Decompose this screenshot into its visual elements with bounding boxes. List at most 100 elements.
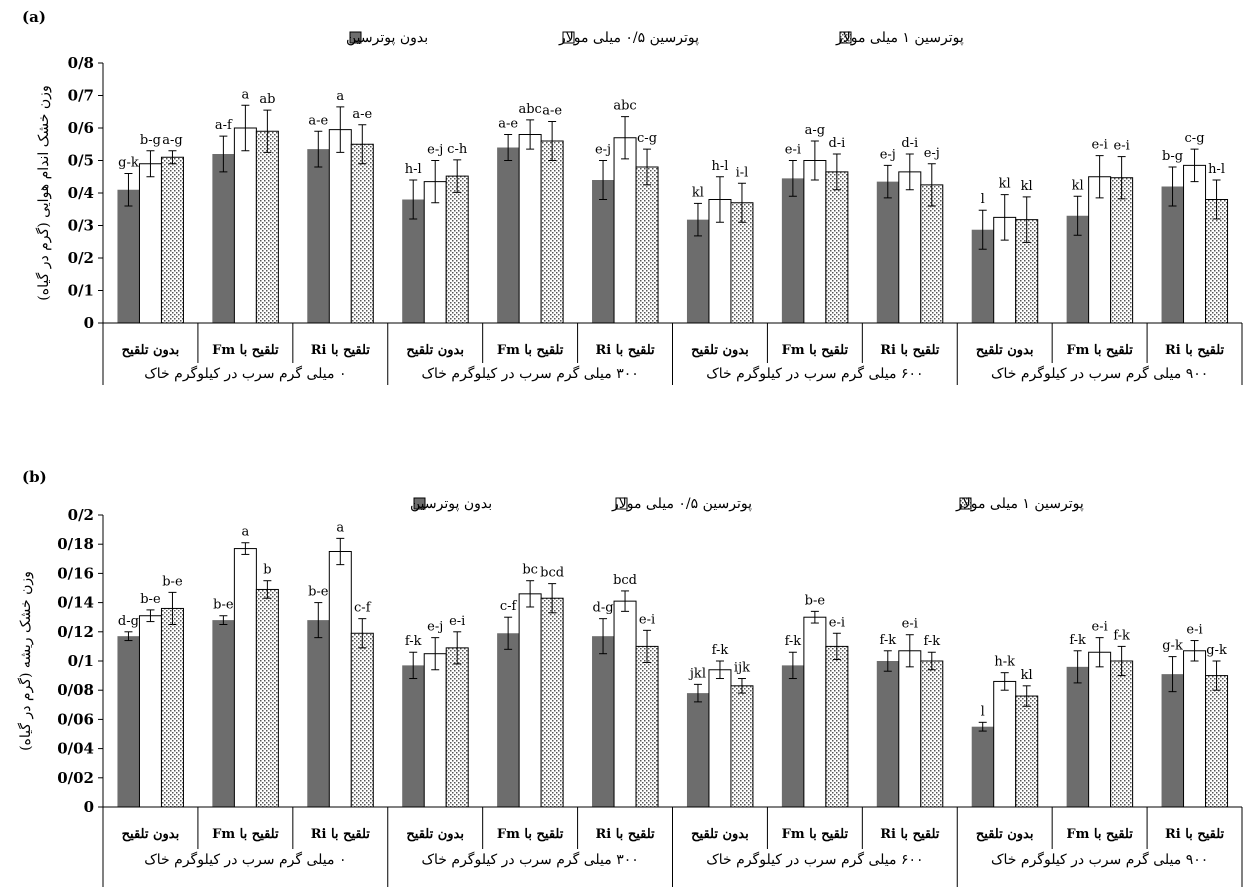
data-label: a-g <box>805 123 825 138</box>
data-label: g-k <box>118 156 139 171</box>
lead-group-label: ۳۰۰ میلی گرم سرب در کیلوگرم خاک <box>422 851 639 868</box>
legend-label: بدون پوترسین <box>410 496 492 512</box>
bar <box>592 180 615 323</box>
data-label: d-g <box>593 601 614 616</box>
data-label: f-k <box>405 634 422 649</box>
data-label: e-i <box>785 143 801 158</box>
x-tick-label: بدون تلقیح <box>976 827 1034 842</box>
bar <box>117 636 140 807</box>
lead-group-label: ۶۰۰ میلی گرم سرب در کیلوگرم خاک <box>706 851 923 868</box>
data-label: e-j <box>595 143 611 158</box>
data-label: b-g <box>140 133 161 148</box>
y-tick-label: 0/16 <box>57 564 94 582</box>
x-tick-label: تلقیح با Ri <box>595 343 655 358</box>
data-label: bcd <box>613 573 637 588</box>
x-tick-label: تلقیح با Fm <box>782 343 849 358</box>
y-tick-label: 0/2 <box>68 506 94 524</box>
x-tick-label: تلقیح با Fm <box>1066 827 1133 842</box>
bar <box>1183 650 1207 808</box>
data-label: bc <box>522 563 538 578</box>
bar <box>971 726 994 807</box>
bar <box>592 636 615 807</box>
x-tick-label: تلقیح با Ri <box>880 827 940 842</box>
data-label: a-e <box>498 117 518 132</box>
legend-swatch <box>562 31 575 44</box>
bar <box>518 134 542 324</box>
lead-group-label: ۰ میلی گرم سرب در کیلوگرم خاک <box>144 365 346 382</box>
data-label: kl <box>1021 668 1033 683</box>
y-axis-label: وزن خشک ریشه (گرم در گیاه) <box>17 571 34 751</box>
x-tick-label: تلقیح با Ri <box>1165 343 1225 358</box>
data-label: e-i <box>1092 620 1108 635</box>
data-label: b-e <box>308 585 329 600</box>
data-label: d-i <box>901 136 918 151</box>
data-label: e-j <box>880 147 896 162</box>
data-label: f-k <box>712 643 729 658</box>
y-tick-label: 0/06 <box>57 710 94 728</box>
bar <box>898 171 922 324</box>
data-label: g-k <box>1206 643 1227 658</box>
bar <box>233 127 257 324</box>
x-tick-label: تلقیح با Ri <box>311 827 371 842</box>
y-tick-label: 0/5 <box>68 152 94 170</box>
data-label: ab <box>259 92 275 107</box>
y-tick-label: 0/7 <box>68 87 94 105</box>
bar <box>445 175 469 324</box>
y-tick-label: 0 <box>84 314 94 332</box>
x-tick-label: تلقیح با Fm <box>497 343 564 358</box>
bar <box>233 548 257 808</box>
panel-b: (b) بدون پوترسین پوترسین ۰/۵ میلی مولار پوت… <box>17 468 1243 887</box>
bar <box>402 665 425 807</box>
data-label: e-i <box>1092 138 1108 153</box>
data-label: a-e <box>352 107 372 122</box>
bar <box>1088 651 1112 808</box>
legend-swatch <box>349 31 362 44</box>
legend-swatch <box>839 31 852 44</box>
bar <box>160 156 184 324</box>
data-label: abc <box>613 99 636 114</box>
bar <box>635 645 659 808</box>
data-label: e-j <box>427 620 443 635</box>
y-tick-label: 0/14 <box>57 594 94 612</box>
legend-swatch <box>615 497 628 510</box>
y-tick-label: 0 <box>84 798 94 816</box>
bar <box>540 597 564 808</box>
bar <box>1183 164 1207 324</box>
y-tick-label: 0/12 <box>57 623 94 641</box>
y-tick-label: 0/2 <box>68 249 94 267</box>
bar <box>350 632 374 808</box>
data-label: abc <box>518 102 541 117</box>
bar <box>1015 695 1039 808</box>
bar <box>497 147 520 323</box>
bar <box>212 620 235 807</box>
y-tick-label: 0/4 <box>68 184 94 202</box>
data-label: f-k <box>1113 628 1130 643</box>
data-label: h-l <box>1208 162 1225 177</box>
bar <box>781 178 804 323</box>
bar <box>635 166 659 324</box>
bar <box>971 229 994 323</box>
bar <box>138 615 162 808</box>
x-tick-label: تلقیح با Ri <box>595 827 655 842</box>
data-label: b-e <box>140 592 161 607</box>
data-label: e-j <box>924 146 940 161</box>
panel-label: (b) <box>22 468 47 486</box>
data-label: kl <box>1021 179 1033 194</box>
bar <box>730 685 754 808</box>
data-label: bcd <box>540 566 564 581</box>
data-label: c-h <box>447 142 468 157</box>
y-tick-label: 0/6 <box>68 119 94 137</box>
data-label: a <box>336 520 344 535</box>
x-tick-label: تلقیح با Ri <box>880 343 940 358</box>
legend-label: پوترسین ۰/۵ میلی مولار <box>611 496 752 512</box>
x-tick-label: بدون تلقیح <box>122 343 180 358</box>
bar <box>117 189 140 323</box>
bar <box>920 660 944 808</box>
data-label: g-k <box>1162 639 1183 654</box>
data-label: l <box>981 192 985 207</box>
x-tick-label: بدون تلقیح <box>122 827 180 842</box>
bar <box>307 149 330 323</box>
bar <box>212 154 235 323</box>
bar <box>1066 215 1089 323</box>
data-label: e-i <box>829 615 845 630</box>
